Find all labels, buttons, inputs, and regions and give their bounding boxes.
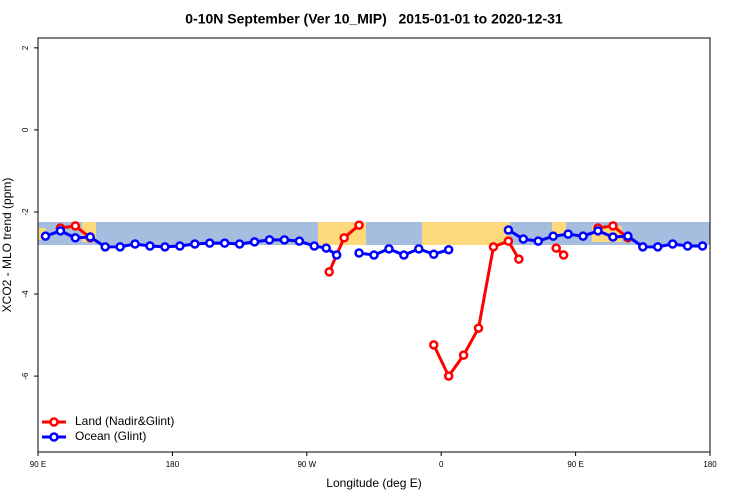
data-point — [339, 233, 349, 243]
data-point — [85, 232, 96, 242]
data-point — [608, 221, 618, 231]
data-point — [55, 226, 66, 236]
data-point — [428, 249, 439, 259]
series-line — [60, 223, 629, 380]
data-point — [443, 371, 454, 381]
land-strip — [458, 222, 510, 245]
legend-label: Ocean (Glint) — [75, 429, 146, 443]
x-tick-label: 180 — [166, 460, 180, 469]
data-point — [264, 235, 275, 245]
data-point — [488, 242, 499, 252]
data-point — [503, 236, 514, 246]
data-point — [667, 239, 678, 249]
data-point — [369, 250, 379, 260]
data-point — [40, 231, 51, 241]
data-point — [190, 239, 200, 249]
x-tick-label: 90 W — [297, 460, 316, 469]
data-point — [652, 242, 663, 252]
data-point — [70, 221, 81, 231]
data-point — [384, 244, 394, 254]
chart-title: 0-10N September (Ver 10_MIP) 2015-01-01 … — [185, 11, 563, 27]
data-point — [399, 250, 409, 260]
x-tick-label: 180 — [703, 460, 717, 469]
data-point — [130, 239, 140, 249]
data-point — [533, 236, 544, 246]
data-point — [309, 241, 320, 251]
x-tick-label: 90 E — [567, 460, 583, 469]
data-point — [514, 254, 524, 264]
y-tick-label: -4 — [21, 290, 30, 298]
y-tick-label: 0 — [21, 127, 30, 132]
data-point — [279, 235, 290, 245]
data-point — [563, 229, 573, 239]
data-point — [638, 242, 648, 252]
data-point — [518, 234, 529, 244]
y-tick-label: -2 — [21, 208, 30, 216]
legend-marker — [49, 417, 59, 427]
data-point — [548, 231, 558, 241]
plot-frame — [37, 37, 711, 453]
data-point — [145, 241, 155, 251]
data-point — [414, 244, 424, 254]
data-point — [458, 350, 469, 360]
data-point — [503, 225, 514, 235]
data-point — [100, 242, 110, 252]
legend-label: Land (Nadir&Glint) — [75, 414, 174, 428]
data-point — [234, 239, 245, 249]
x-axis-label: Longitude (deg E) — [326, 476, 421, 490]
data-point — [697, 241, 708, 251]
data-point — [219, 238, 230, 248]
data-point — [608, 232, 618, 242]
data-point — [70, 233, 81, 243]
data-point — [682, 241, 693, 251]
data-point — [578, 231, 588, 241]
x-tick-label: 0 — [439, 460, 444, 469]
y-tick-label: 2 — [21, 45, 30, 50]
data-point — [354, 220, 364, 230]
data-point — [324, 267, 334, 277]
data-point — [160, 242, 170, 252]
data-point — [473, 323, 484, 333]
data-point — [204, 238, 215, 248]
x-tick-label: 90 E — [30, 460, 46, 469]
data-point — [321, 243, 331, 253]
data-point — [331, 250, 342, 260]
data-point — [428, 340, 439, 350]
land-strip — [422, 222, 458, 245]
data-point — [623, 231, 633, 241]
y-axis-label: XCO2 - MLO trend (ppm) — [0, 178, 14, 313]
data-point — [294, 236, 305, 246]
data-point — [115, 242, 125, 252]
data-point — [354, 248, 364, 258]
data-point — [551, 243, 561, 253]
data-point — [443, 244, 454, 255]
data-point — [249, 237, 260, 247]
data-point — [175, 241, 185, 251]
data-point — [558, 250, 569, 260]
legend-marker — [49, 432, 59, 442]
y-tick-label: -6 — [21, 372, 30, 380]
data-point — [593, 226, 603, 236]
